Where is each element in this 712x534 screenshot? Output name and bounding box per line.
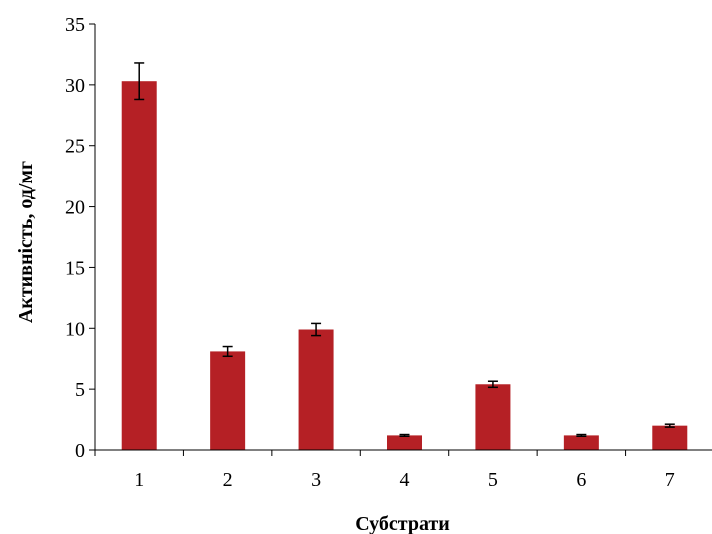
bar bbox=[298, 329, 334, 450]
y-axis-ticks: 0 5 10 15 20 25 30 35 bbox=[65, 14, 95, 462]
y-tick-label: 20 bbox=[65, 197, 85, 219]
x-tick-label: 3 bbox=[311, 469, 321, 491]
x-axis-title: Субстрати bbox=[355, 513, 450, 534]
error-bar-series bbox=[134, 62, 675, 437]
x-tick-label: 6 bbox=[576, 469, 586, 491]
bar bbox=[475, 384, 511, 450]
x-tick-label: 4 bbox=[400, 469, 410, 491]
x-tick-label: 7 bbox=[665, 469, 675, 491]
y-tick-label: 10 bbox=[65, 318, 85, 340]
x-tick-label: 5 bbox=[488, 469, 498, 491]
x-tick-label: 2 bbox=[223, 469, 233, 491]
x-tick-label: 1 bbox=[134, 469, 144, 491]
bar bbox=[210, 351, 246, 450]
y-tick-label: 0 bbox=[75, 440, 85, 462]
y-axis-title: Активність, од/мг bbox=[15, 161, 37, 323]
y-tick-label: 5 bbox=[75, 379, 85, 401]
y-tick-label: 35 bbox=[65, 14, 85, 36]
y-tick-label: 15 bbox=[65, 257, 85, 279]
y-tick-label: 30 bbox=[65, 75, 85, 97]
bar bbox=[387, 435, 422, 450]
x-axis-ticks: 1 2 3 4 5 6 7 bbox=[94, 450, 675, 491]
bar bbox=[121, 81, 157, 450]
y-tick-label: 25 bbox=[65, 136, 85, 158]
bar bbox=[563, 435, 599, 450]
bar-series bbox=[121, 81, 688, 450]
bar bbox=[652, 425, 688, 450]
